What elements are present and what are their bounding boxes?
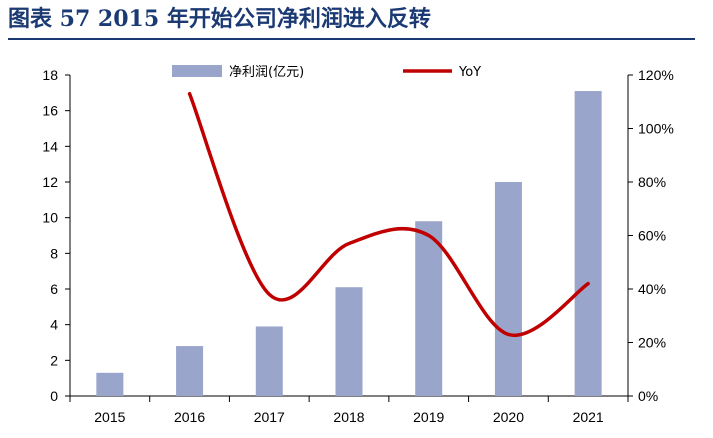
x-tick-label: 2016: [174, 409, 205, 425]
x-tick-label: 2015: [94, 409, 125, 425]
right-tick-label: 20%: [638, 335, 666, 351]
legend: 净利润(亿元) YoY: [172, 65, 481, 80]
bar-2018: [335, 287, 363, 396]
left-tick-label: 4: [50, 317, 58, 333]
left-tick-label: 10: [42, 210, 58, 226]
right-tick-label: 0%: [638, 388, 658, 404]
yoy-line: [187, 91, 590, 338]
bar-2020: [494, 182, 522, 396]
title-divider: [8, 38, 695, 40]
bar-2021: [574, 91, 602, 397]
legend-bar-swatch: [172, 65, 222, 77]
bar-2016: [176, 346, 204, 396]
left-tick-label: 0: [50, 388, 58, 404]
left-tick-label: 18: [42, 67, 58, 83]
yoy-series: [187, 91, 590, 338]
figure-title: 图表 57 2015 年开始公司净利润进入反转: [8, 6, 431, 32]
bar-series: [96, 91, 602, 397]
x-tick-label: 2019: [413, 409, 444, 425]
legend-bar-label: 净利润(亿元): [229, 65, 304, 80]
bar-2017: [255, 326, 283, 396]
tick-labels: 0 2 4 6 8 10 12 14 16 18 0% 20% 40% 60% 80% 100% 120% 201…: [42, 67, 673, 425]
x-tick-label: 2018: [333, 409, 364, 425]
right-tick-label: 120%: [638, 67, 674, 83]
bar-2019: [415, 221, 443, 396]
right-tick-label: 80%: [638, 174, 666, 190]
left-tick-label: 8: [50, 245, 58, 261]
right-tick-label: 60%: [638, 228, 666, 244]
left-tick-label: 16: [42, 103, 58, 119]
right-tick-label: 100%: [638, 121, 674, 137]
bar-2015: [96, 372, 124, 396]
right-tick-label: 40%: [638, 281, 666, 297]
left-tick-label: 12: [42, 174, 58, 190]
left-tick-label: 6: [50, 281, 58, 297]
left-tick-label: 2: [50, 352, 58, 368]
x-tick-label: 2020: [493, 409, 524, 425]
left-tick-label: 14: [42, 138, 58, 154]
x-tick-label: 2017: [254, 409, 285, 425]
x-tick-label: 2021: [573, 409, 604, 425]
legend-line-label: YoY: [458, 65, 481, 80]
